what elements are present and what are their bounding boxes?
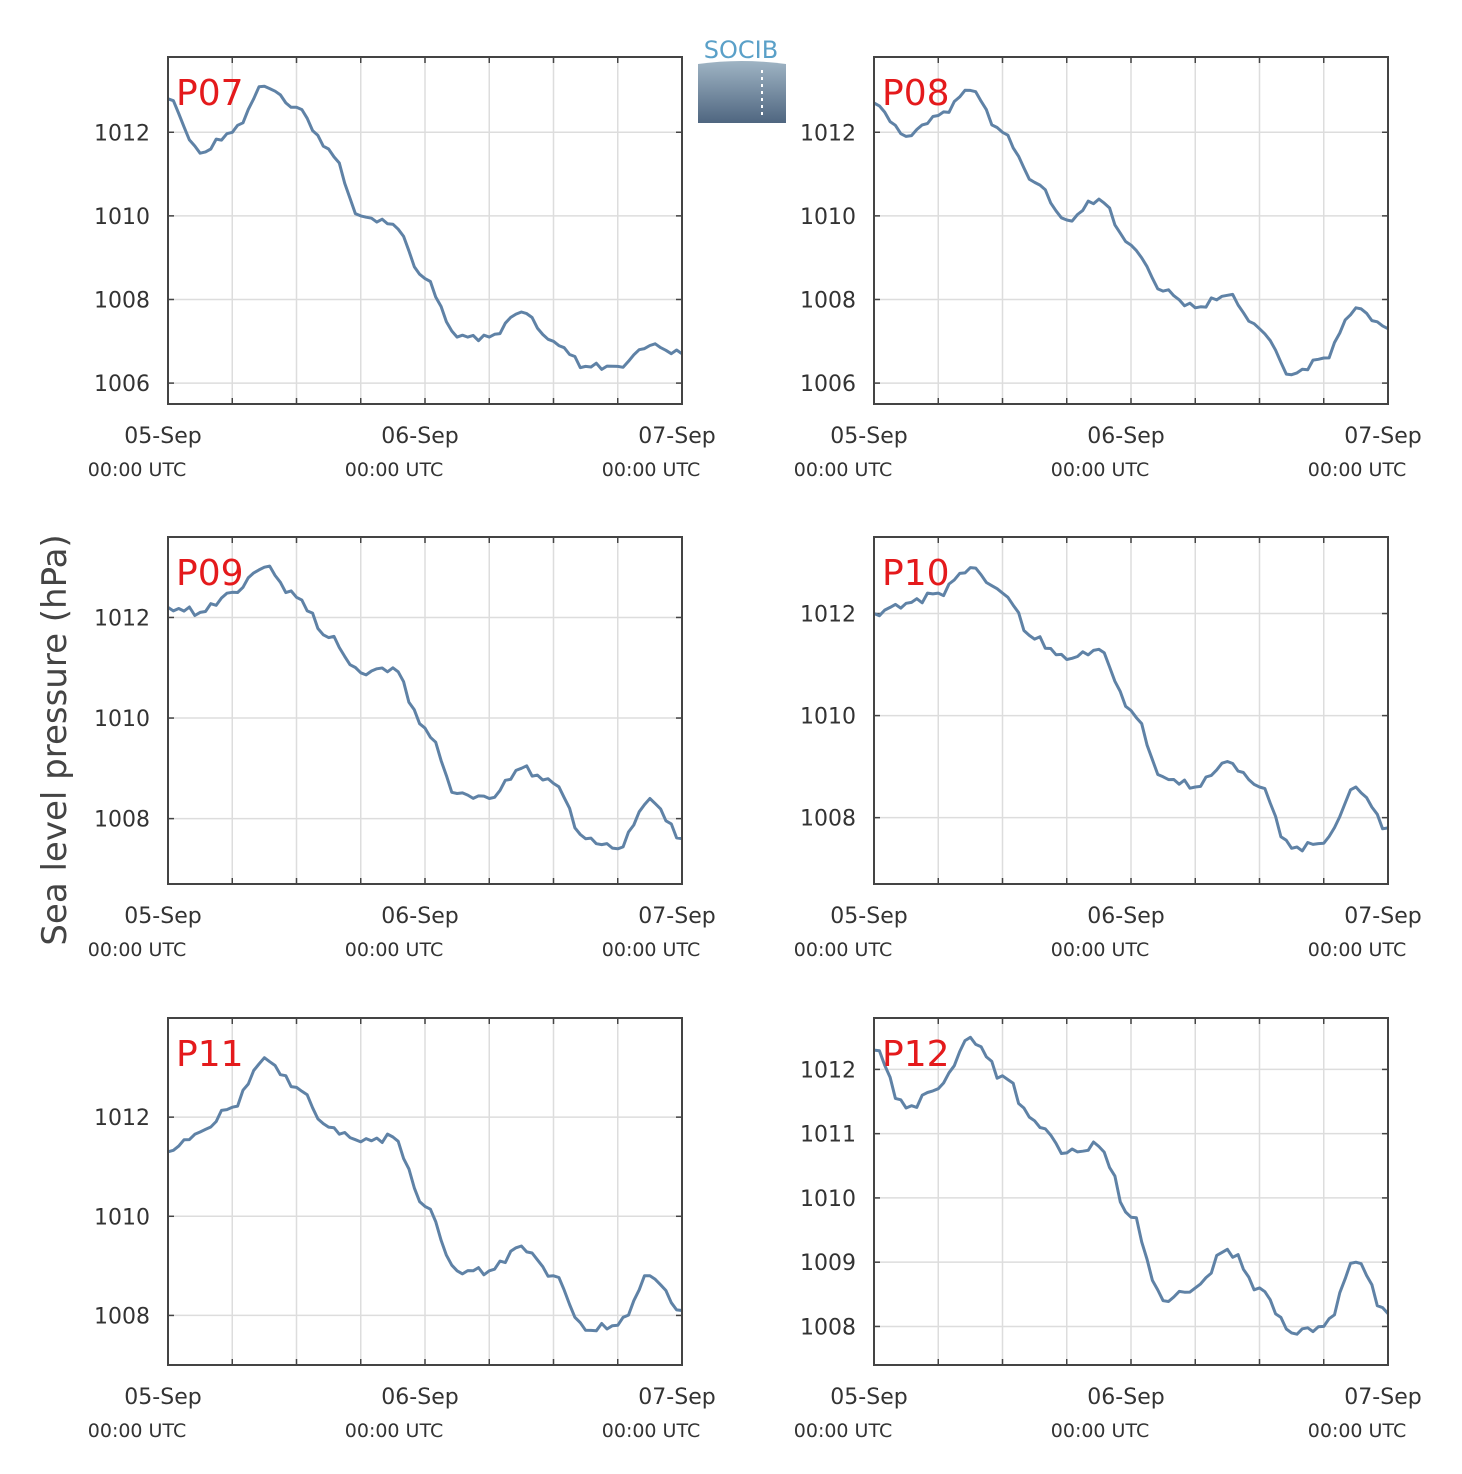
x-tick-date-label: 06-Sep xyxy=(1087,424,1164,449)
x-tick-time-label: 00:00 UTC xyxy=(88,459,186,481)
x-tick-time-label: 00:00 UTC xyxy=(1308,939,1406,961)
y-tick-label: 1008 xyxy=(800,807,856,832)
pressure-series-line xyxy=(873,566,1389,853)
x-tick-date-label: 07-Sep xyxy=(638,424,715,449)
y-tick-label: 1010 xyxy=(94,205,150,230)
x-tick-date-label: 06-Sep xyxy=(1087,1385,1164,1410)
y-tick-label: 1010 xyxy=(800,1187,856,1212)
y-tick-label: 1012 xyxy=(800,1058,856,1083)
plot-frame xyxy=(873,56,1389,405)
y-tick-label: 1012 xyxy=(94,606,150,631)
pressure-series-line xyxy=(873,1035,1390,1336)
x-tick-time-label: 00:00 UTC xyxy=(602,1420,700,1442)
x-tick-date-label: 07-Sep xyxy=(1344,424,1421,449)
y-tick-label: 1011 xyxy=(800,1123,856,1148)
panel-p12: 1008 1009 1010 1011 1012 P12 05-Sep 00:00 UTC 06… xyxy=(794,1017,1422,1442)
plot-frame xyxy=(167,536,683,885)
x-tick-time-label: 00:00 UTC xyxy=(1051,1420,1149,1442)
x-tick-date-label: 07-Sep xyxy=(638,1385,715,1410)
pressure-series-line xyxy=(873,88,1389,377)
panel-p07: 1006 1008 1010 1012 P07 05-Sep 00:00 UTC 06-Sep… xyxy=(88,56,716,481)
x-tick-time-label: 00:00 UTC xyxy=(345,459,443,481)
x-tick-time-label: 00:00 UTC xyxy=(1051,459,1149,481)
x-tick-date-label: 05-Sep xyxy=(124,424,201,449)
x-tick-date-label: 05-Sep xyxy=(830,1385,907,1410)
x-tick-time-label: 00:00 UTC xyxy=(1308,459,1406,481)
plot-frame xyxy=(873,536,1389,885)
station-label: P11 xyxy=(176,1034,244,1075)
logo-text: SOCIB xyxy=(704,36,778,64)
pressure-series-line xyxy=(167,564,683,851)
y-tick-label: 1012 xyxy=(800,603,856,628)
y-tick-label: 1008 xyxy=(94,288,150,313)
station-label: P08 xyxy=(882,73,950,114)
x-tick-date-label: 07-Sep xyxy=(1344,904,1421,929)
y-tick-label: 1008 xyxy=(94,808,150,833)
x-tick-time-label: 00:00 UTC xyxy=(602,459,700,481)
panels: 1006 1008 1010 1012 P07 05-Sep 00:00 UTC 06-Sep… xyxy=(88,56,1422,1442)
station-label: P12 xyxy=(882,1034,950,1075)
panel-p10: 1008 1010 1012 P10 05-Sep 00:00 UTC 06-Sep 00:0… xyxy=(794,536,1422,961)
y-tick-label: 1008 xyxy=(800,1315,856,1340)
x-tick-time-label: 00:00 UTC xyxy=(794,939,892,961)
y-tick-label: 1008 xyxy=(94,1304,150,1329)
x-tick-date-label: 06-Sep xyxy=(381,1385,458,1410)
socib-logo: SOCIB xyxy=(698,36,786,123)
x-tick-date-label: 07-Sep xyxy=(638,904,715,929)
x-tick-time-label: 00:00 UTC xyxy=(602,939,700,961)
x-tick-time-label: 00:00 UTC xyxy=(345,1420,443,1442)
x-tick-date-label: 07-Sep xyxy=(1344,1385,1421,1410)
plot-frame xyxy=(167,1017,683,1366)
y-tick-label: 1006 xyxy=(94,372,150,397)
plot-frame xyxy=(873,1017,1389,1366)
panel-p08: 1006 1008 1010 1012 P08 05-Sep 00:00 UTC 06-Sep… xyxy=(794,56,1422,481)
x-tick-date-label: 05-Sep xyxy=(124,1385,201,1410)
x-tick-date-label: 05-Sep xyxy=(830,904,907,929)
y-tick-label: 1006 xyxy=(800,372,856,397)
x-tick-date-label: 05-Sep xyxy=(124,904,201,929)
x-tick-time-label: 00:00 UTC xyxy=(345,939,443,961)
y-tick-label: 1009 xyxy=(800,1251,856,1276)
y-tick-label: 1010 xyxy=(800,205,856,230)
logo-wave-icon xyxy=(698,61,786,123)
y-tick-label: 1012 xyxy=(94,121,150,146)
x-tick-date-label: 06-Sep xyxy=(381,904,458,929)
y-tick-label: 1012 xyxy=(94,1106,150,1131)
x-tick-time-label: 00:00 UTC xyxy=(794,459,892,481)
station-label: P09 xyxy=(176,553,244,594)
x-tick-time-label: 00:00 UTC xyxy=(88,1420,186,1442)
plot-frame xyxy=(167,56,683,405)
station-label: P07 xyxy=(176,73,244,114)
y-tick-label: 1008 xyxy=(800,288,856,313)
y-tick-label: 1010 xyxy=(800,705,856,730)
panel-p09: 1008 1010 1012 P09 05-Sep 00:00 UTC 06-Sep 00:0… xyxy=(88,536,716,961)
y-tick-label: 1012 xyxy=(800,121,856,146)
pressure-series-line xyxy=(167,84,683,371)
y-tick-label: 1010 xyxy=(94,707,150,732)
x-tick-time-label: 00:00 UTC xyxy=(1308,1420,1406,1442)
x-tick-date-label: 06-Sep xyxy=(381,424,458,449)
x-tick-time-label: 00:00 UTC xyxy=(1051,939,1149,961)
y-tick-label: 1010 xyxy=(94,1205,150,1230)
x-tick-time-label: 00:00 UTC xyxy=(88,939,186,961)
x-tick-date-label: 05-Sep xyxy=(830,424,907,449)
pressure-series-line xyxy=(167,1056,683,1333)
station-label: P10 xyxy=(882,553,950,594)
x-tick-time-label: 00:00 UTC xyxy=(794,1420,892,1442)
y-axis-label: Sea level pressure (hPa) xyxy=(35,534,75,945)
x-tick-date-label: 06-Sep xyxy=(1087,904,1164,929)
panel-p11: 1008 1010 1012 P11 05-Sep 00:00 UTC 06-Sep 00:0… xyxy=(88,1017,716,1442)
